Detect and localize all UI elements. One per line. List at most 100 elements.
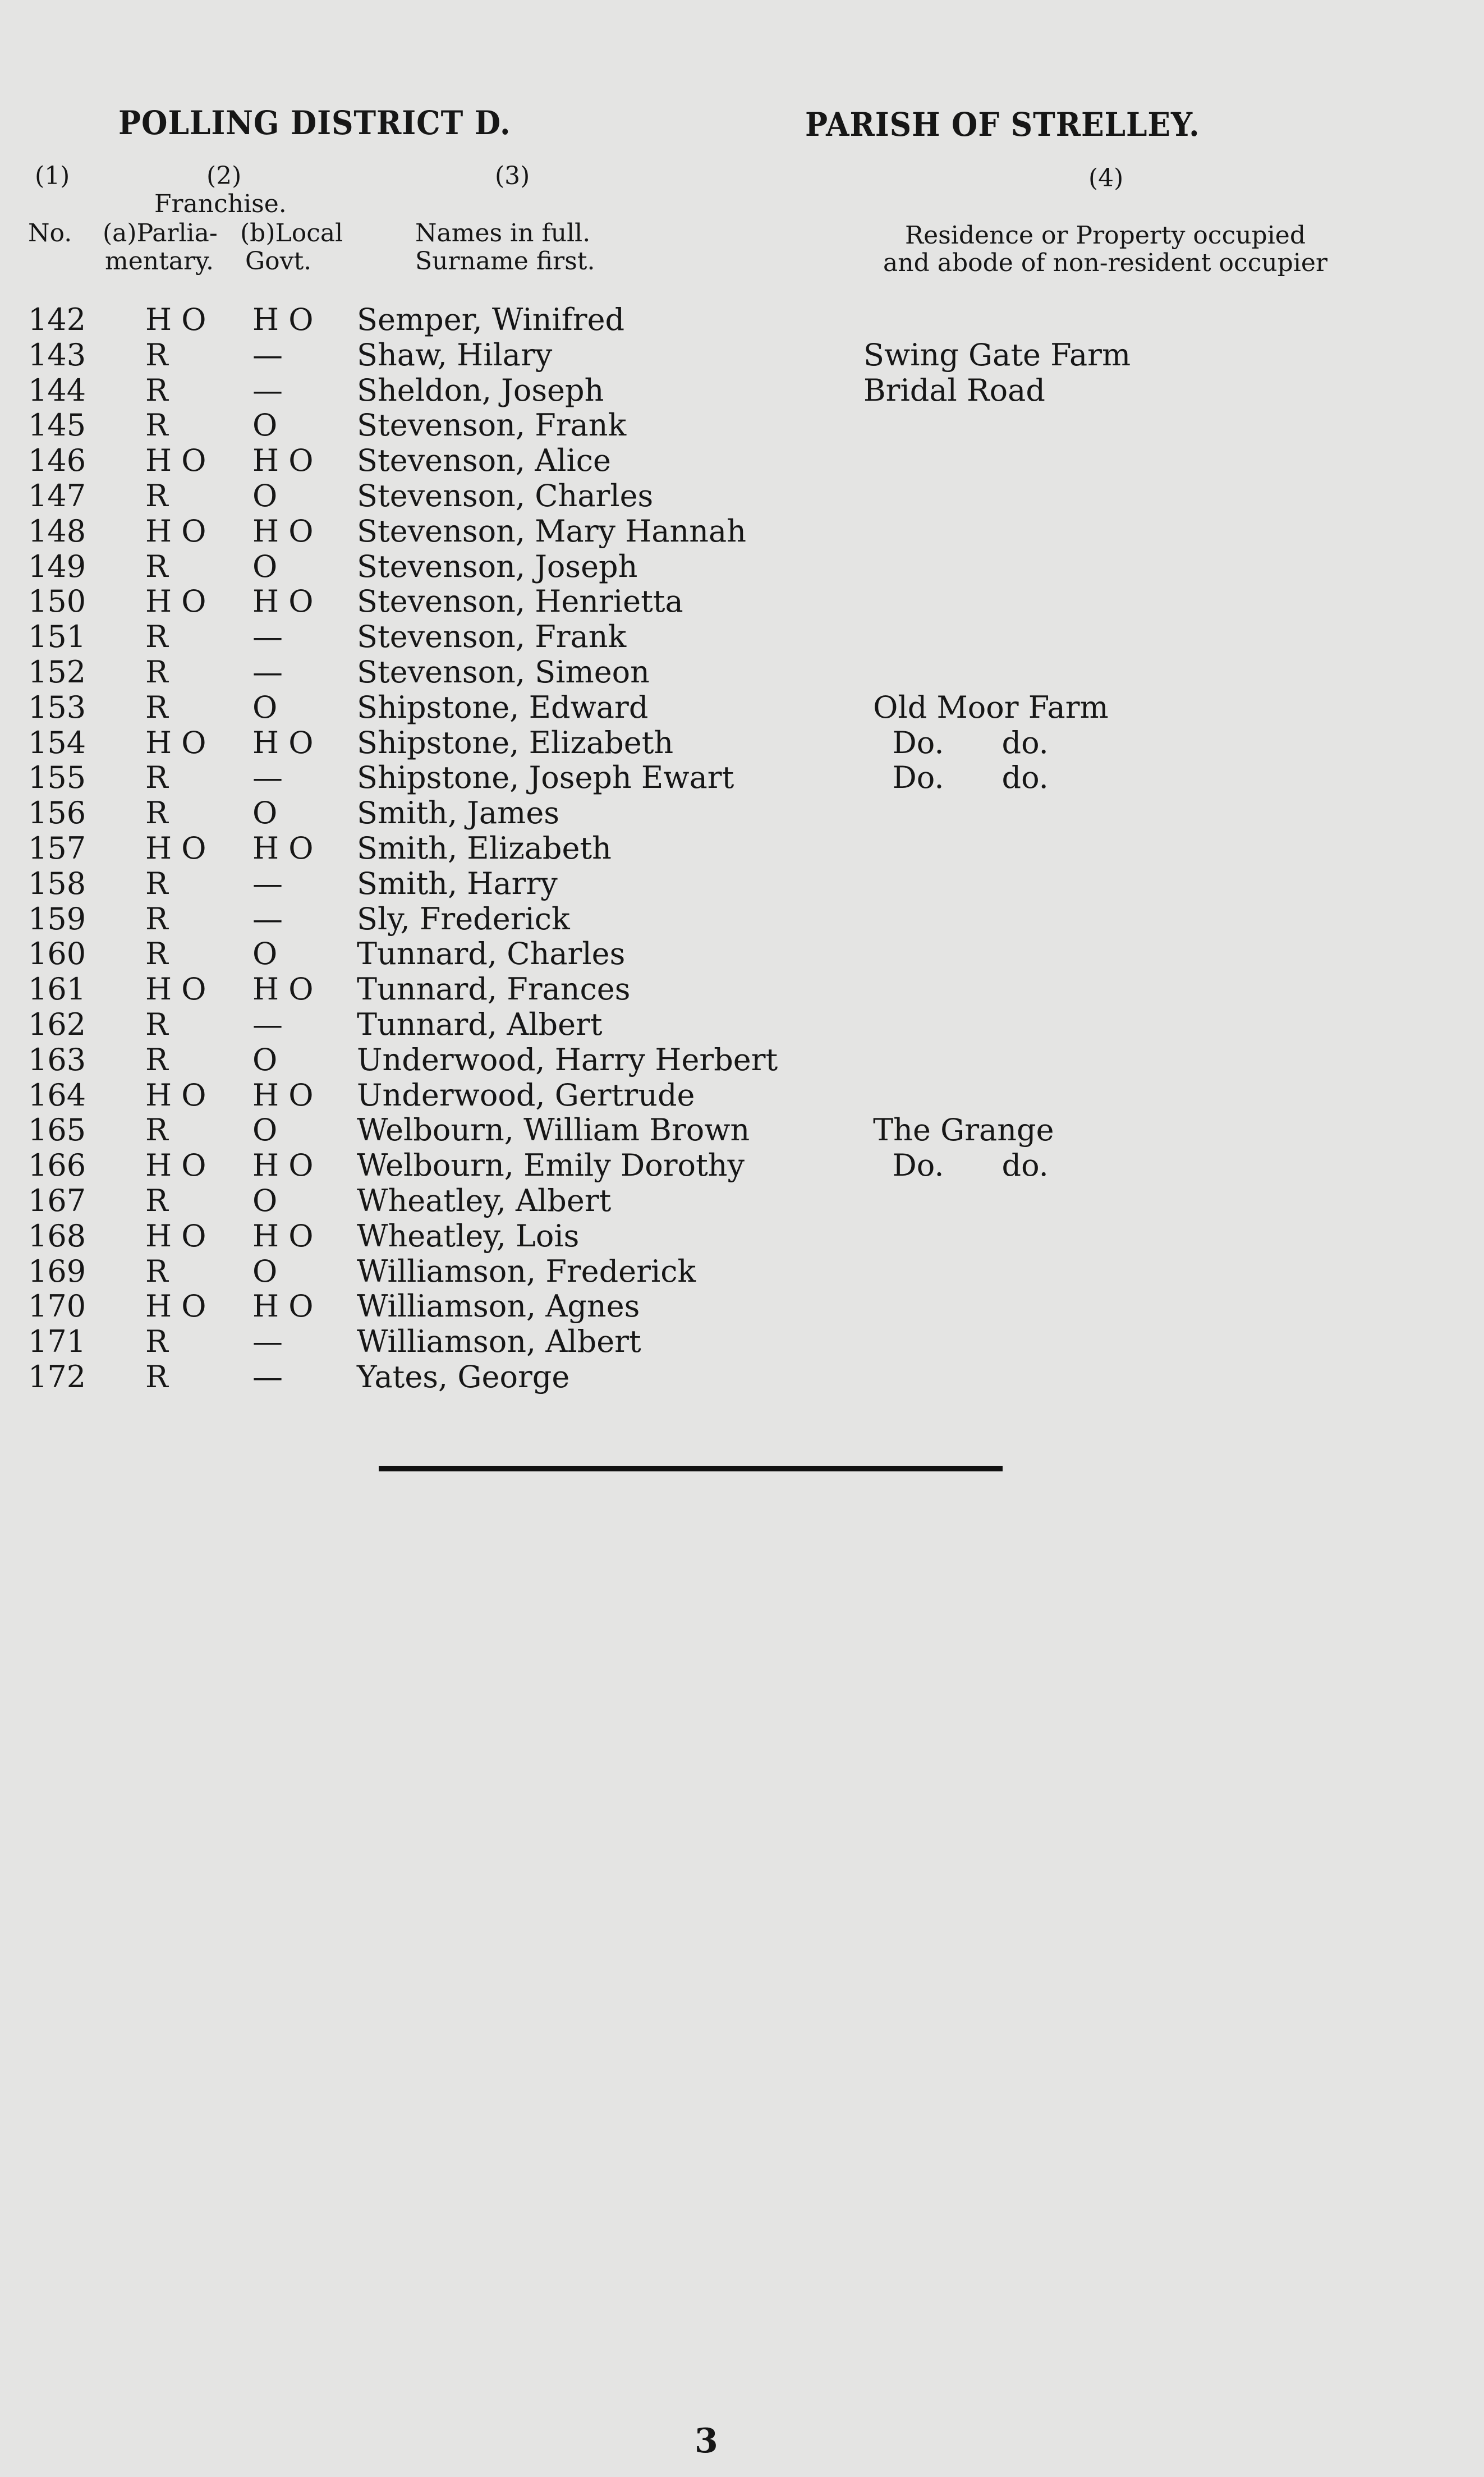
elector-name: Semper, Winifred bbox=[357, 302, 625, 337]
elector-number: 160 bbox=[28, 936, 86, 972]
elector-number: 146 bbox=[28, 443, 86, 479]
parliamentary-franchise: H O bbox=[145, 1288, 206, 1324]
parliamentary-franchise: R bbox=[145, 407, 168, 443]
elector-row: 152 R — Stevenson, Simeon bbox=[0, 654, 1484, 690]
parliamentary-franchise: H O bbox=[145, 1218, 206, 1254]
district-title: POLLING DISTRICT D. bbox=[118, 104, 511, 142]
elector-number: 155 bbox=[28, 760, 86, 796]
elector-number: 150 bbox=[28, 584, 86, 620]
elector-name: Stevenson, Alice bbox=[357, 443, 611, 479]
parliamentary-franchise: R bbox=[145, 689, 168, 725]
residence: Do. do. bbox=[863, 760, 1049, 796]
elector-row: 149 R O Stevenson, Joseph bbox=[0, 549, 1484, 584]
elector-number: 161 bbox=[28, 971, 86, 1007]
parliamentary-franchise: H O bbox=[145, 302, 206, 337]
local-govt-franchise: H O bbox=[252, 584, 314, 620]
elector-name: Shipstone, Edward bbox=[357, 689, 649, 725]
col3-number: (3) bbox=[495, 162, 530, 190]
elector-name: Stevenson, Charles bbox=[357, 478, 654, 513]
elector-name: Yates, George bbox=[357, 1359, 570, 1395]
names-heading-1: Names in full. bbox=[415, 219, 591, 247]
elector-name: Tunnard, Frances bbox=[357, 971, 631, 1007]
elector-row: 156 R O Smith, James bbox=[0, 795, 1484, 831]
local-govt-franchise: — bbox=[252, 865, 283, 901]
col4-number: (4) bbox=[1088, 164, 1124, 192]
local-govt-franchise: H O bbox=[252, 513, 314, 549]
elector-name: Smith, Elizabeth bbox=[357, 831, 612, 866]
elector-name: Wheatley, Albert bbox=[357, 1183, 612, 1218]
local-govt-franchise: — bbox=[252, 1324, 283, 1360]
elector-name: Stevenson, Joseph bbox=[357, 548, 638, 584]
end-rule bbox=[379, 1466, 1003, 1471]
elector-number: 169 bbox=[28, 1253, 86, 1289]
local-govt-franchise: O bbox=[252, 689, 278, 725]
parliamentary-franchise: R bbox=[145, 936, 168, 972]
elector-row: 166 H O H O Welbourn, Emily Dorothy Do. do. bbox=[0, 1148, 1484, 1183]
elector-row: 162 R — Tunnard, Albert bbox=[0, 1007, 1484, 1042]
local-govt-franchise: H O bbox=[252, 831, 314, 866]
elector-name: Williamson, Frederick bbox=[357, 1253, 696, 1289]
local-govt-franchise: H O bbox=[252, 724, 314, 760]
elector-name: Sly, Frederick bbox=[357, 901, 570, 937]
parliamentary-franchise: R bbox=[145, 1183, 168, 1218]
elector-row: 154 H O H O Shipstone, Elizabeth Do. do. bbox=[0, 725, 1484, 760]
elector-number: 166 bbox=[28, 1148, 86, 1184]
no-heading: No. bbox=[28, 219, 72, 247]
elector-name: Williamson, Agnes bbox=[357, 1288, 640, 1324]
elector-name: Stevenson, Henrietta bbox=[357, 584, 683, 620]
parliamentary-franchise: H O bbox=[145, 443, 206, 479]
elector-number: 162 bbox=[28, 1007, 86, 1042]
elector-row: 155 R — Shipstone, Joseph Ewart Do. do. bbox=[0, 760, 1484, 795]
elector-row: 170 H O H O Williamson, Agnes bbox=[0, 1288, 1484, 1324]
elector-number: 158 bbox=[28, 865, 86, 901]
parliamentary-franchise: R bbox=[145, 619, 168, 655]
local-govt-franchise: O bbox=[252, 795, 278, 831]
elector-name: Underwood, Harry Herbert bbox=[357, 1042, 778, 1077]
local-govt-franchise: O bbox=[252, 1253, 278, 1289]
elector-name: Welbourn, William Brown bbox=[357, 1112, 750, 1148]
parliamentary-franchise: R bbox=[145, 795, 168, 831]
elector-row: 169 R O Williamson, Frederick bbox=[0, 1254, 1484, 1289]
elector-row: 160 R O Tunnard, Charles bbox=[0, 936, 1484, 971]
elector-name: Wheatley, Lois bbox=[357, 1218, 580, 1254]
local-govt-heading-1: (b)Local bbox=[240, 219, 343, 247]
elector-number: 163 bbox=[28, 1042, 86, 1077]
parliamentary-franchise: H O bbox=[145, 584, 206, 620]
elector-number: 171 bbox=[28, 1324, 86, 1360]
elector-number: 152 bbox=[28, 654, 86, 690]
parliamentary-franchise: H O bbox=[145, 971, 206, 1007]
elector-row: 167 R O Wheatley, Albert bbox=[0, 1183, 1484, 1218]
col1-number: (1) bbox=[35, 162, 70, 190]
local-govt-franchise: O bbox=[252, 1042, 278, 1077]
col2-number: (2) bbox=[206, 162, 242, 190]
parliamentary-heading-1: (a)Parlia- bbox=[103, 219, 218, 247]
residence-heading-2: and abode of non-resident occupier bbox=[883, 249, 1327, 277]
elector-name: Stevenson, Simeon bbox=[357, 654, 650, 690]
local-govt-franchise: — bbox=[252, 1007, 283, 1042]
residence: Old Moor Farm bbox=[863, 689, 1109, 725]
local-govt-franchise: H O bbox=[252, 1288, 314, 1324]
elector-name: Williamson, Albert bbox=[357, 1324, 641, 1360]
local-govt-heading-2: Govt. bbox=[245, 247, 312, 276]
elector-row: 171 R — Williamson, Albert bbox=[0, 1324, 1484, 1359]
elector-name: Shipstone, Elizabeth bbox=[357, 724, 674, 760]
residence: Bridal Road bbox=[863, 372, 1045, 408]
elector-number: 145 bbox=[28, 407, 86, 443]
elector-number: 149 bbox=[28, 548, 86, 584]
local-govt-franchise: — bbox=[252, 372, 283, 408]
elector-number: 147 bbox=[28, 478, 86, 513]
elector-name: Shaw, Hilary bbox=[357, 337, 553, 373]
elector-number: 148 bbox=[28, 513, 86, 549]
elector-name: Stevenson, Frank bbox=[357, 407, 627, 443]
elector-row: 147 R O Stevenson, Charles bbox=[0, 478, 1484, 513]
elector-name: Stevenson, Frank bbox=[357, 619, 627, 655]
elector-name: Smith, Harry bbox=[357, 865, 558, 901]
parliamentary-franchise: R bbox=[145, 478, 168, 513]
local-govt-franchise: — bbox=[252, 760, 283, 796]
parliamentary-franchise: R bbox=[145, 865, 168, 901]
residence: The Grange bbox=[863, 1112, 1054, 1148]
parliamentary-franchise: H O bbox=[145, 831, 206, 866]
elector-number: 172 bbox=[28, 1359, 86, 1395]
local-govt-franchise: — bbox=[252, 654, 283, 690]
local-govt-franchise: — bbox=[252, 901, 283, 937]
